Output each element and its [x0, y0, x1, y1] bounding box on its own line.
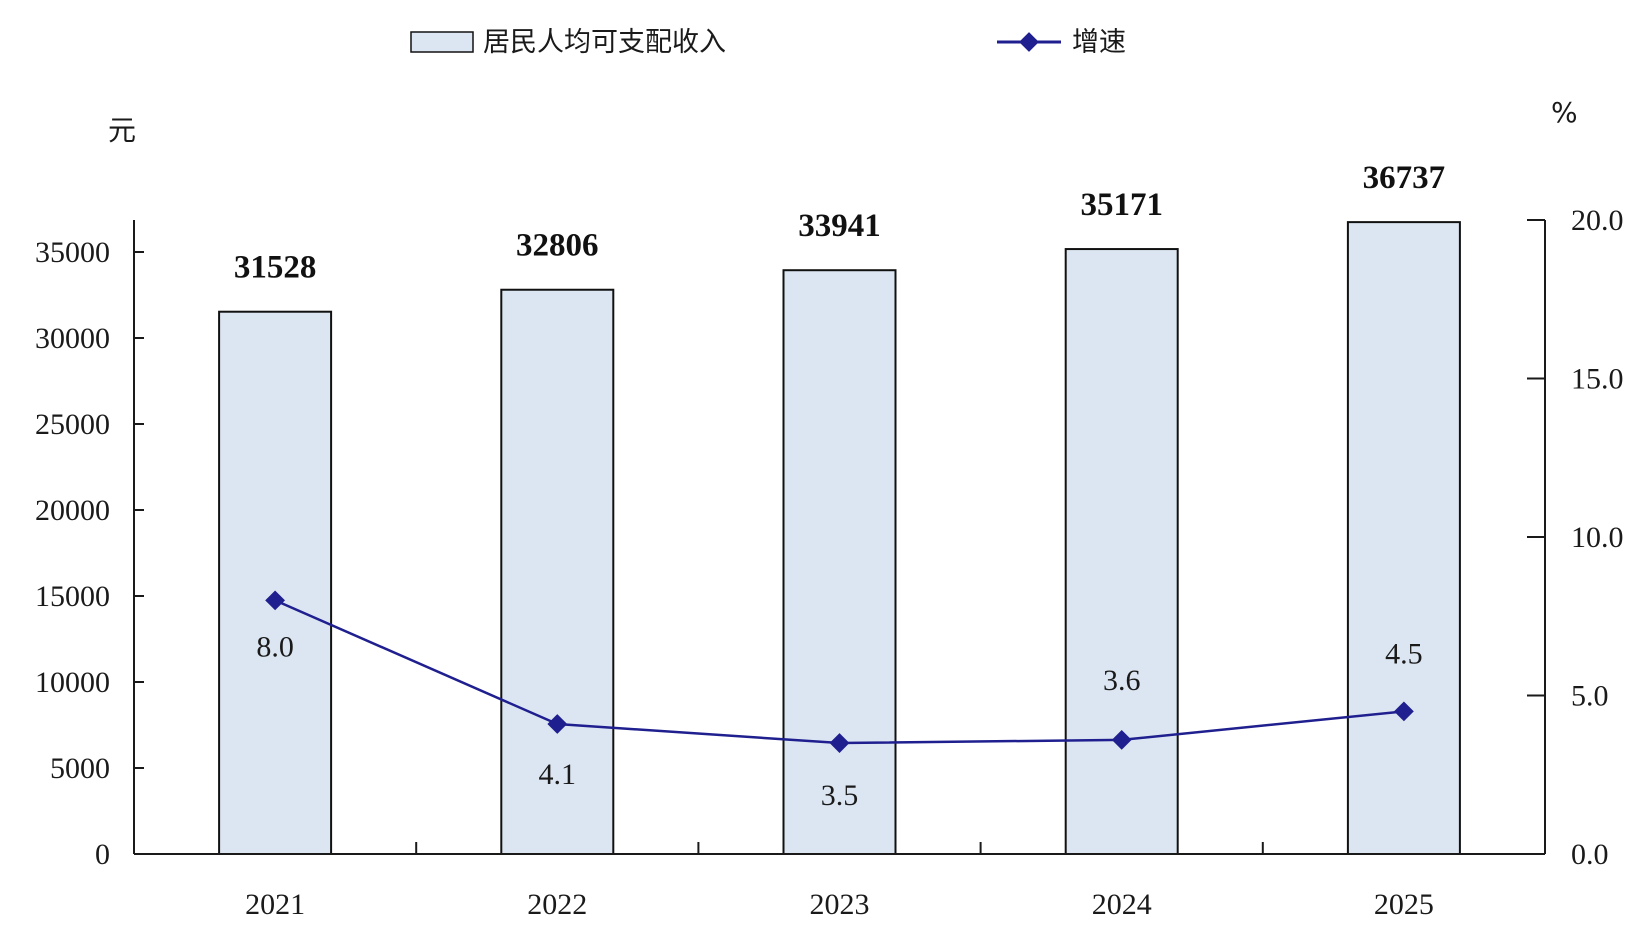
- growth-value-label-2024: 3.6: [1103, 664, 1141, 697]
- right-axis-unit: %: [1551, 96, 1578, 129]
- x-axis-label-2022: 2022: [527, 888, 587, 921]
- left-axis-tick-label-10000: 10000: [35, 666, 110, 699]
- growth-value-label-2025: 4.5: [1385, 637, 1423, 670]
- growth-point-2022: [547, 714, 568, 734]
- legend-bar-swatch: [410, 31, 474, 53]
- right-axis-tick-label-10: 10.0: [1571, 521, 1624, 554]
- bar-2021: [218, 310, 333, 856]
- bar-2024: [1064, 248, 1179, 856]
- x-axis-label-2025: 2025: [1374, 888, 1434, 921]
- legend-line-marker: [1019, 32, 1039, 52]
- growth-value-label-2023: 3.5: [821, 779, 859, 812]
- left-axis-tick-label-25000: 25000: [35, 408, 110, 441]
- left-axis-tick-label-35000: 35000: [35, 236, 110, 269]
- legend-label-income: 居民人均可支配收入: [483, 27, 726, 58]
- left-axis-tick-label-30000: 30000: [35, 322, 110, 355]
- x-axis-label-2024: 2024: [1092, 888, 1152, 921]
- bar-value-label-2023: 33941: [798, 208, 881, 244]
- legend-label-growth: 增速: [1072, 27, 1126, 58]
- right-axis-tick-label-15: 15.0: [1571, 363, 1624, 396]
- bar-value-label-2022: 32806: [516, 228, 599, 264]
- growth-value-label-2021: 8.0: [256, 630, 294, 663]
- bar-value-label-2021: 31528: [234, 250, 317, 286]
- left-axis-tick-label-15000: 15000: [35, 580, 110, 613]
- growth-value-label-2022: 4.1: [539, 758, 577, 791]
- left-axis-tick-label-0: 0: [95, 838, 110, 871]
- right-axis-tick-label-0: 0.0: [1571, 838, 1609, 871]
- x-axis-label-2023: 2023: [810, 888, 870, 921]
- bar-2023: [782, 269, 897, 856]
- left-axis-tick-label-20000: 20000: [35, 494, 110, 527]
- bar-2025: [1346, 221, 1461, 855]
- bar-value-label-2024: 35171: [1080, 187, 1163, 223]
- left-axis-unit: 元: [108, 114, 136, 147]
- x-axis-label-2021: 2021: [245, 888, 305, 921]
- growth-point-2025: [1394, 701, 1414, 722]
- left-axis-tick-label-5000: 5000: [50, 752, 110, 785]
- right-axis-tick-label-5: 5.0: [1571, 680, 1609, 713]
- growth-point-2021: [265, 590, 285, 611]
- bar-value-label-2025: 36737: [1363, 160, 1446, 196]
- growth-point-2024: [1111, 729, 1132, 750]
- growth-point-2023: [829, 733, 850, 753]
- right-axis-tick-label-20: 20.0: [1571, 204, 1624, 237]
